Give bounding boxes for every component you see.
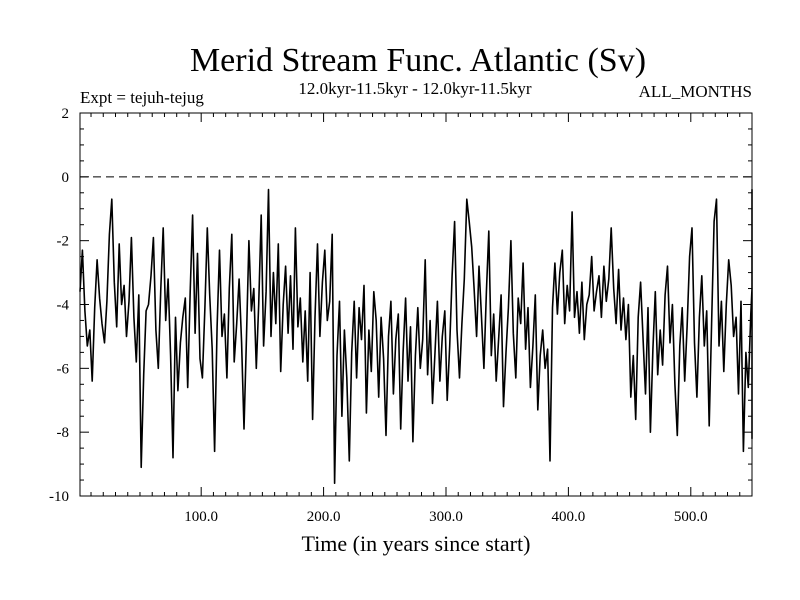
chart-subtitle-center: 12.0kyr-11.5kyr - 12.0kyr-11.5kyr	[298, 79, 532, 98]
x-axis-label: Time (in years since start)	[302, 531, 531, 556]
x-tick-label: 300.0	[429, 509, 463, 525]
axis-ticks	[80, 112, 753, 497]
y-tick-label: -4	[57, 298, 70, 314]
series-line	[79, 188, 753, 485]
y-tick-label: -6	[57, 361, 70, 377]
plot-frame	[79, 112, 753, 497]
chart-subtitle-right: ALL_MONTHS	[639, 82, 752, 101]
y-tick-label: 2	[62, 106, 70, 122]
x-tick-labels: 100.0 200.0 300.0 400.0 500.0	[184, 509, 707, 525]
x-tick-label: 400.0	[552, 509, 586, 525]
chart-title: Merid Stream Func. Atlantic (Sv)	[190, 42, 646, 79]
x-tick-label: 200.0	[307, 509, 341, 525]
y-tick-labels: 2 0 -2 -4 -6 -8 -10	[49, 106, 69, 505]
chart-subtitle-left: Expt = tejuh-tejug	[80, 88, 204, 107]
y-tick-label: 0	[62, 170, 70, 186]
y-tick-label: -8	[57, 425, 70, 441]
x-tick-label: 500.0	[674, 509, 708, 525]
y-tick-label: -10	[49, 489, 69, 505]
y-tick-label: -2	[57, 234, 70, 250]
x-tick-label: 100.0	[184, 509, 218, 525]
